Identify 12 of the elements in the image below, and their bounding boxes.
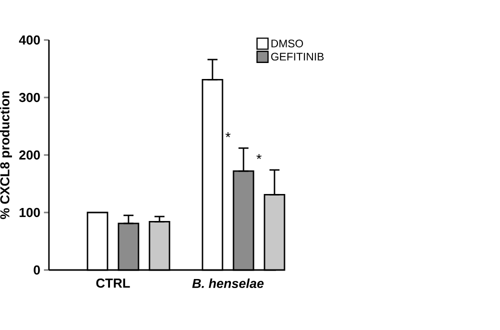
legend-label: GEFITINIB xyxy=(271,52,324,61)
legend-label: DMSO xyxy=(272,40,303,48)
y-tick-label: 300 xyxy=(19,92,40,102)
y-tick-label: 0 xyxy=(34,265,40,275)
y-tick-label: 200 xyxy=(19,150,40,160)
annotation: * xyxy=(226,132,231,138)
y-axis-title: % CXCL8 production xyxy=(0,91,12,220)
x-tick-label: CTRL xyxy=(96,278,130,288)
annotation: * xyxy=(256,154,262,160)
y-tick-label: 400 xyxy=(19,35,40,45)
x-tick-label: B. henselae xyxy=(192,278,264,288)
y-tick-label: 100 xyxy=(20,208,40,218)
